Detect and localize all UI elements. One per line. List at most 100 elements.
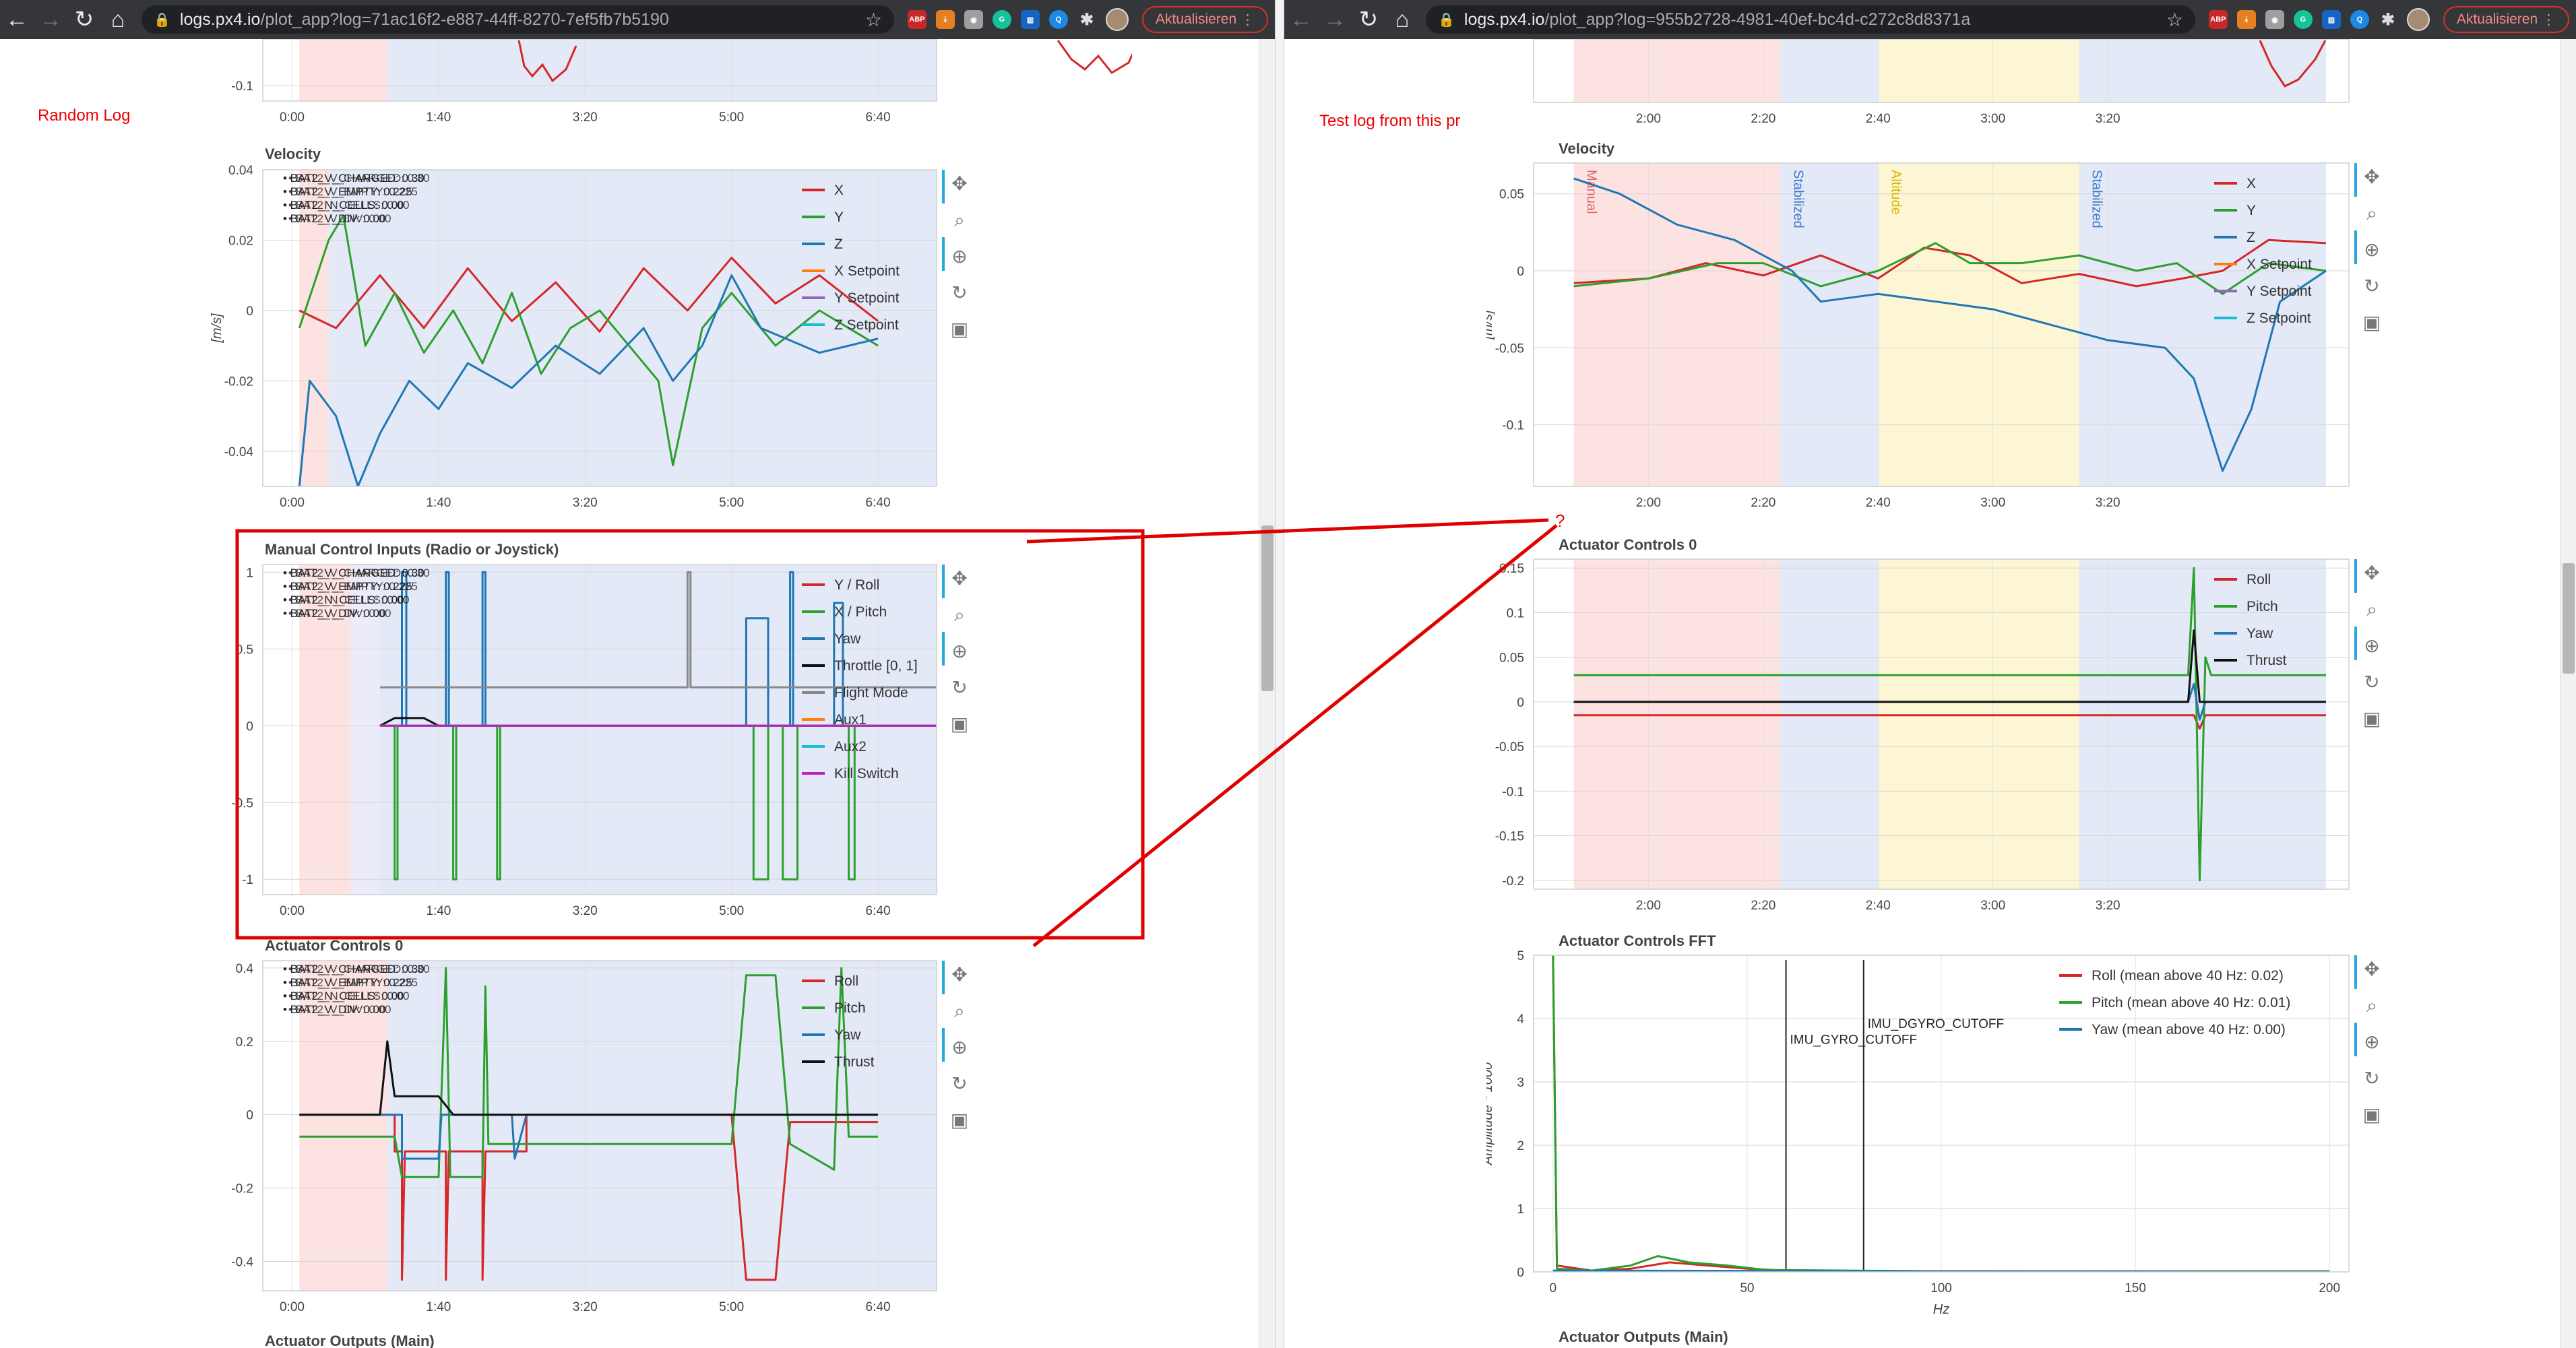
lock-icon: 🔒 xyxy=(1438,12,1455,28)
bookmark-star-icon[interactable]: ☆ xyxy=(865,9,882,30)
reload-icon[interactable]: ↻ xyxy=(1358,7,1379,32)
wheel-zoom-tool-icon[interactable]: ⊕ xyxy=(2364,635,2379,656)
wheel-zoom-tool-icon[interactable]: ⊕ xyxy=(2364,239,2379,260)
back-icon[interactable]: ← xyxy=(1290,6,1313,32)
reset-tool-icon[interactable]: ↻ xyxy=(2364,276,2379,296)
download-extension-icon[interactable]: ⤓ xyxy=(2236,10,2256,29)
y-tick-label: 4 xyxy=(1517,1013,1524,1027)
plot-border xyxy=(1533,955,2350,1273)
pan-tool-icon[interactable]: ✥ xyxy=(951,568,967,589)
right-scrollbar[interactable] xyxy=(2560,39,2576,1348)
save-tool-icon[interactable]: ▣ xyxy=(2363,708,2381,729)
home-icon[interactable]: ⌂ xyxy=(1395,6,1410,32)
save-tool-icon[interactable]: ▣ xyxy=(951,713,968,734)
series-line-partial xyxy=(517,40,577,83)
reset-tool-icon[interactable]: ↻ xyxy=(951,282,967,303)
download-extension-icon[interactable]: ⤓ xyxy=(935,10,955,29)
pan-tool-icon[interactable]: ✥ xyxy=(2364,166,2379,187)
grammarly-extension-icon[interactable]: G xyxy=(2293,10,2313,29)
box-zoom-tool-icon[interactable]: ⌕ xyxy=(954,210,965,230)
box-zoom-tool-icon[interactable]: ⌕ xyxy=(954,604,965,625)
legend-label: Y Setpoint xyxy=(2247,284,2312,299)
camera-extension-icon[interactable]: ◉ xyxy=(2265,10,2284,29)
y-tick-label: -0.2 xyxy=(231,1182,253,1196)
save-tool-icon[interactable]: ▣ xyxy=(951,319,968,340)
forward-icon[interactable]: → xyxy=(39,6,62,32)
bars-extension-icon[interactable]: ▥ xyxy=(2321,10,2341,29)
left-scrollbar-thumb[interactable] xyxy=(1261,525,1274,691)
update-button[interactable]: Aktualisieren ⋮ xyxy=(2443,6,2569,33)
address-path: /plot_app?log=71ac16f2-e887-44ff-8270-7e… xyxy=(260,9,669,29)
x-tick-label: 3:00 xyxy=(1980,496,2005,510)
update-button[interactable]: Aktualisieren ⋮ xyxy=(1141,6,1268,33)
param-annotation: • BAT2_V_EMPTY: 0.225 xyxy=(283,185,412,198)
abp-extension-icon[interactable]: ABP xyxy=(907,10,926,29)
x-tick-label: 0 xyxy=(1550,1281,1557,1295)
plot-border xyxy=(1533,558,2350,890)
reset-tool-icon[interactable]: ↻ xyxy=(951,1073,967,1094)
y-tick-label: 0 xyxy=(246,1109,253,1123)
x-tick-label: 2:40 xyxy=(1866,899,1891,913)
save-tool-icon[interactable]: ▣ xyxy=(2363,1104,2381,1125)
x-tick-label: 3:20 xyxy=(2096,899,2121,913)
chart-manual-control-inputs: 10.50-0.5-10:00 1:40 3:20 5:00 6:40• BAT2_V_… xyxy=(231,564,968,918)
address-bar[interactable]: 🔒 logs.px4.io /plot_app?log=955b2728-498… xyxy=(1426,5,2195,34)
reload-icon[interactable]: ↻ xyxy=(74,7,94,32)
camera-extension-icon[interactable]: ◉ xyxy=(964,10,983,29)
y-tick-label: 0.2 xyxy=(236,1035,253,1050)
profile-avatar[interactable] xyxy=(2406,8,2430,31)
puzzle-extension-icon[interactable]: ✱ xyxy=(1079,10,1094,29)
grammarly-extension-icon[interactable]: G xyxy=(992,10,1011,29)
y-axis-label: [m/s] xyxy=(210,313,224,344)
q-extension-icon[interactable]: Q xyxy=(1048,10,1068,29)
q-extension-icon[interactable]: Q xyxy=(2350,10,2369,29)
legend-label: Pitch xyxy=(2247,599,2278,614)
series-line-thrust xyxy=(299,1040,878,1116)
reset-tool-icon[interactable]: ↻ xyxy=(2364,1068,2379,1089)
puzzle-extension-icon[interactable]: ✱ xyxy=(2381,10,2395,29)
box-zoom-tool-icon[interactable]: ⌕ xyxy=(954,1000,965,1021)
plot-border xyxy=(262,960,937,1291)
legend-label: Kill Switch xyxy=(834,766,899,781)
left-scrollbar[interactable] xyxy=(1259,39,1275,1348)
home-icon[interactable]: ⌂ xyxy=(111,6,125,32)
param-annotation: • BAT2_N_CELLS: 0.00 xyxy=(283,593,404,606)
annotation-line-lower xyxy=(1032,524,1558,947)
series-line-z xyxy=(1573,177,2327,472)
param-annotation: • BAT2_V_DIV: 0.00 xyxy=(288,607,391,620)
forward-icon[interactable]: → xyxy=(1323,6,1346,32)
y-tick-label: 0.4 xyxy=(236,962,254,976)
param-annotation: • BAT2_V_CHARGED: 0.30 xyxy=(288,963,430,975)
profile-avatar[interactable] xyxy=(1105,8,1129,31)
test-log-note: Test log from this pr xyxy=(1319,112,1461,130)
right-scrollbar-thumb[interactable] xyxy=(2563,563,2575,674)
pan-tool-icon[interactable]: ✥ xyxy=(951,964,967,985)
flight-mode-band xyxy=(1573,559,1781,889)
x-tick-label: 6:40 xyxy=(866,1300,891,1314)
x-tick-label: 6:40 xyxy=(866,110,891,125)
bookmark-star-icon[interactable]: ☆ xyxy=(2166,9,2183,30)
box-zoom-tool-icon[interactable]: ⌕ xyxy=(2366,995,2377,1016)
x-tick-label: 0:00 xyxy=(280,496,305,510)
chart-title: Actuator Outputs (Main) xyxy=(265,1333,435,1348)
bars-extension-icon[interactable]: ▥ xyxy=(1020,10,1040,29)
box-zoom-tool-icon[interactable]: ⌕ xyxy=(2366,599,2377,620)
box-zoom-tool-icon[interactable]: ⌕ xyxy=(2366,203,2377,224)
reset-tool-icon[interactable]: ↻ xyxy=(951,677,967,698)
pan-tool-icon[interactable]: ✥ xyxy=(2364,563,2379,583)
y-tick-label: 0 xyxy=(246,719,253,734)
wheel-zoom-tool-icon[interactable]: ⊕ xyxy=(951,246,967,267)
pan-tool-icon[interactable]: ✥ xyxy=(2364,959,2379,980)
address-bar[interactable]: 🔒 logs.px4.io /plot_app?log=71ac16f2-e88… xyxy=(142,5,894,34)
back-icon[interactable]: ← xyxy=(5,6,28,32)
wheel-zoom-tool-icon[interactable]: ⊕ xyxy=(951,641,967,662)
series-line-roll xyxy=(1573,714,2326,730)
abp-extension-icon[interactable]: ABP xyxy=(2208,10,2228,29)
wheel-zoom-tool-icon[interactable]: ⊕ xyxy=(951,1037,967,1058)
save-tool-icon[interactable]: ▣ xyxy=(2363,312,2381,333)
series-line-pitch xyxy=(1573,567,2326,882)
save-tool-icon[interactable]: ▣ xyxy=(951,1110,968,1130)
wheel-zoom-tool-icon[interactable]: ⊕ xyxy=(2364,1031,2379,1052)
reset-tool-icon[interactable]: ↻ xyxy=(2364,672,2379,693)
pan-tool-icon[interactable]: ✥ xyxy=(951,173,967,194)
